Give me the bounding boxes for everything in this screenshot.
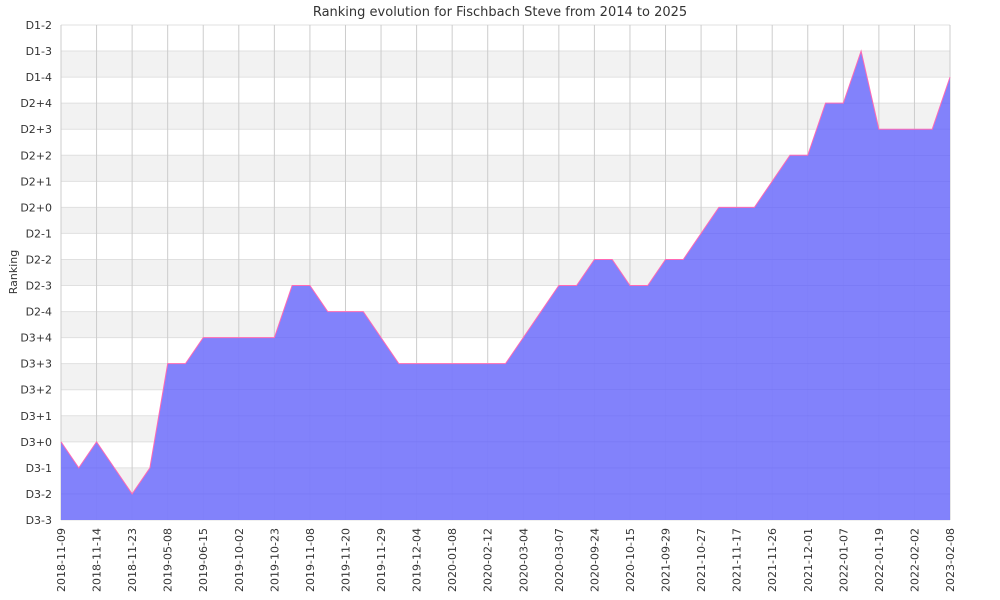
x-tick-label: 2022-01-19 <box>873 528 886 592</box>
x-tick-labels: 2018-11-09 2018-11-14 2018-11-23 2019-05-08… <box>55 528 957 592</box>
y-tick-label: D2+0 <box>20 201 52 214</box>
chart-title: Ranking evolution for Fischbach Steve fr… <box>313 5 687 20</box>
y-tick-label: D3+0 <box>20 436 52 449</box>
y-tick-labels: D3-3 D3-2 D3-1 D3+0 D3+1 D3+2 D3+3 D3+4 D2-4 D2-3… <box>20 19 52 527</box>
x-tick-label: 2018-11-09 <box>55 528 68 592</box>
x-tick-label: 2019-11-08 <box>304 528 317 592</box>
y-tick-label: D2+2 <box>20 149 52 162</box>
y-axis-label: Ranking <box>7 250 20 295</box>
x-tick-label: 2019-11-29 <box>375 528 388 592</box>
x-tick-label: 2022-02-02 <box>908 528 921 592</box>
y-tick-label: D2-2 <box>26 253 52 266</box>
x-tick-label: 2020-01-08 <box>446 528 459 592</box>
y-tick-label: D2-1 <box>26 227 52 240</box>
x-tick-label: 2022-01-07 <box>837 528 850 592</box>
x-tick-label: 2019-05-08 <box>162 528 175 592</box>
x-tick-label: 2023-02-08 <box>944 528 957 592</box>
y-tick-label: D1-2 <box>26 19 52 32</box>
x-tick-label: 2018-11-14 <box>91 528 104 592</box>
x-tick-label: 2020-03-04 <box>517 528 530 592</box>
y-tick-label: D2+4 <box>20 97 52 110</box>
x-tick-label: 2021-11-26 <box>766 528 779 592</box>
y-tick-label: D3+1 <box>20 410 52 423</box>
x-tick-label: 2019-11-20 <box>339 528 352 592</box>
y-tick-label: D2+3 <box>20 123 52 136</box>
ranking-line <box>60 49 951 495</box>
band <box>61 51 950 78</box>
y-tick-label: D3-3 <box>26 514 52 527</box>
y-tick-label: D2-4 <box>26 306 52 319</box>
x-tick-label: 2020-03-07 <box>553 528 566 592</box>
x-tick-label: 2019-10-23 <box>268 528 281 592</box>
x-tick-label: 2021-12-01 <box>802 528 815 592</box>
x-tick-label: 2021-09-29 <box>660 528 673 592</box>
y-tick-label: D3-2 <box>26 488 52 501</box>
x-tick-label: 2020-10-15 <box>624 528 637 592</box>
y-tick-label: D1-3 <box>26 45 52 58</box>
band <box>61 77 950 104</box>
x-tick-label: 2020-09-24 <box>588 528 601 592</box>
x-tick-label: 2018-11-23 <box>126 528 139 592</box>
x-tick-label: 2019-12-04 <box>411 528 424 592</box>
band <box>61 103 950 130</box>
x-tick-label: 2021-10-27 <box>695 528 708 592</box>
x-tick-label: 2019-06-15 <box>197 528 210 592</box>
y-tick-label: D3-1 <box>26 462 52 475</box>
band <box>61 25 950 52</box>
x-tick-label: 2021-11-17 <box>731 528 744 592</box>
x-tick-label: 2020-02-12 <box>482 528 495 592</box>
y-tick-label: D2-3 <box>26 280 52 293</box>
band <box>61 129 950 156</box>
y-tick-label: D3+2 <box>20 384 52 397</box>
y-tick-label: D3+4 <box>20 332 52 345</box>
y-tick-label: D3+3 <box>20 358 52 371</box>
y-tick-label: D1-4 <box>26 71 52 84</box>
x-tick-label: 2019-10-02 <box>233 528 246 592</box>
y-tick-label: D2+1 <box>20 175 52 188</box>
ranking-area-fill <box>61 51 950 521</box>
